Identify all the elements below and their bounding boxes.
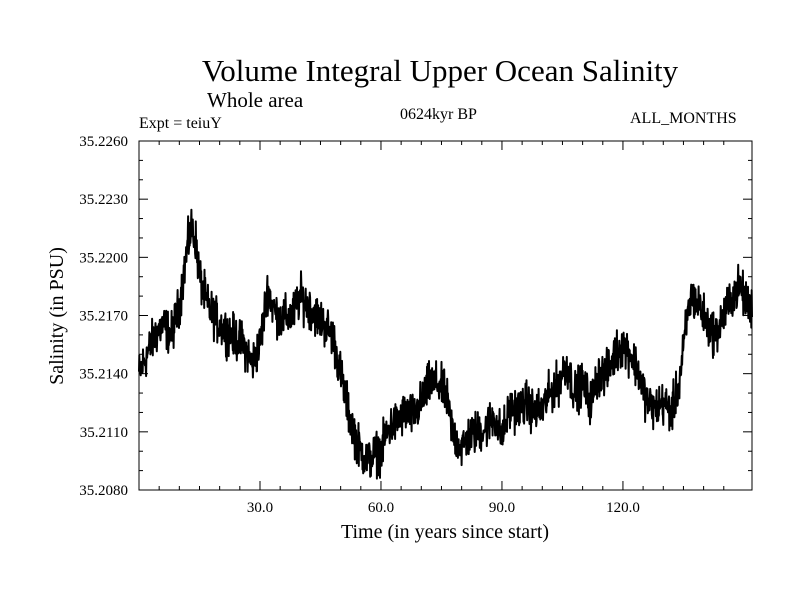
plot-frame bbox=[138, 140, 753, 491]
x-tick-label: 120.0 bbox=[606, 500, 640, 516]
salinity-series-line bbox=[138, 208, 753, 480]
y-tick-label: 35.2260 bbox=[79, 134, 128, 150]
period-label: 0624kyr BP bbox=[400, 106, 477, 123]
y-tick-label: 35.2140 bbox=[79, 367, 128, 383]
x-tick-label: 60.0 bbox=[368, 500, 394, 516]
x-axis-label: Time (in years since start) bbox=[341, 521, 549, 543]
months-label: ALL_MONTHS bbox=[630, 110, 737, 127]
y-tick-label: 35.2080 bbox=[79, 483, 128, 499]
x-tick-label: 30.0 bbox=[247, 500, 273, 516]
x-tick-label: 90.0 bbox=[489, 500, 515, 516]
y-tick-label: 35.2110 bbox=[80, 425, 128, 441]
y-tick-label: 35.2200 bbox=[79, 250, 128, 266]
chart-title: Volume Integral Upper Ocean Salinity bbox=[201, 53, 679, 88]
y-axis-label: Salinity (in PSU) bbox=[46, 247, 68, 385]
y-tick-label: 35.2230 bbox=[79, 192, 128, 208]
chart-subtitle: Whole area bbox=[207, 88, 304, 112]
experiment-label: Expt = teiuY bbox=[139, 115, 222, 132]
y-tick-label: 35.2170 bbox=[79, 309, 128, 325]
